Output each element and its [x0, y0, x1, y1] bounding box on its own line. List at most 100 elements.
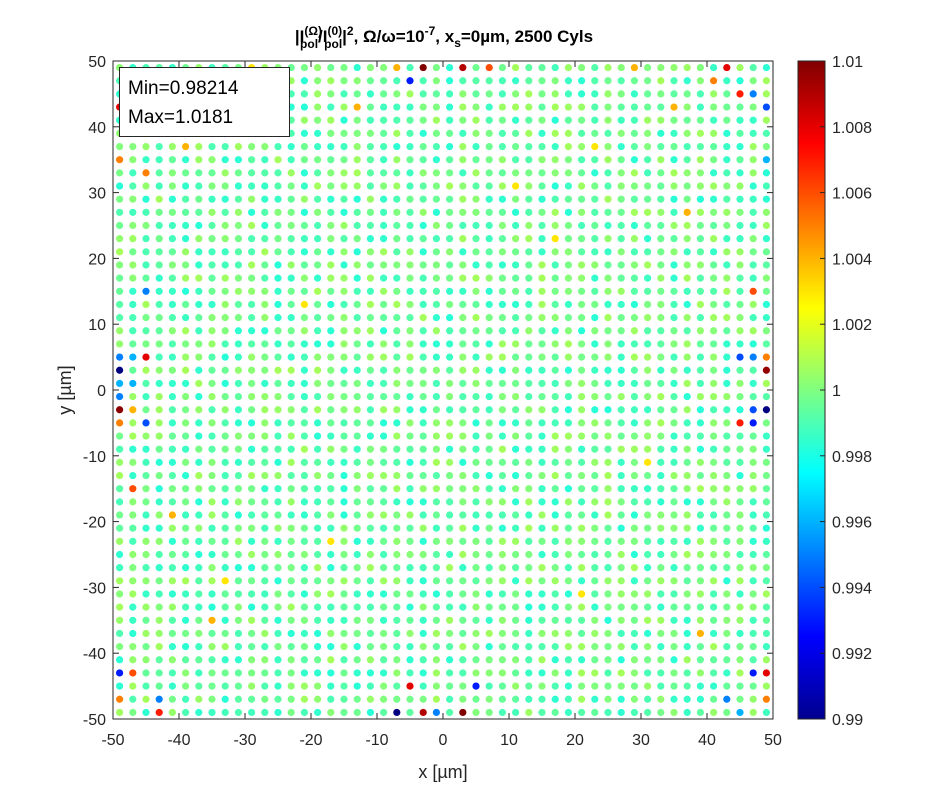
- data-point: [261, 708, 269, 717]
- data-point: [630, 695, 639, 703]
- data-point: [287, 458, 295, 466]
- data-point: [182, 471, 190, 480]
- colorbar-tick-label: 0.996: [832, 515, 872, 532]
- data-point: [168, 643, 176, 651]
- data-point: [670, 314, 678, 322]
- data-point: [142, 156, 150, 164]
- data-point: [736, 300, 744, 309]
- data-point: [380, 116, 388, 124]
- data-point: [129, 616, 137, 624]
- data-point: [393, 537, 401, 545]
- data-point: [762, 406, 771, 414]
- data-point: [644, 537, 652, 545]
- data-point: [762, 590, 771, 598]
- data-point: [195, 274, 203, 282]
- data-point: [525, 392, 533, 401]
- data-point: [459, 485, 467, 493]
- data-point: [617, 129, 625, 137]
- data-point: [248, 524, 256, 532]
- data-point: [578, 314, 586, 322]
- data-point: [340, 537, 348, 545]
- data-point: [380, 524, 388, 532]
- data-point: [644, 63, 652, 72]
- data-point: [551, 695, 559, 703]
- data-point: [564, 142, 573, 151]
- data-point: [723, 379, 731, 388]
- data-point: [498, 142, 506, 151]
- data-point: [657, 392, 665, 401]
- data-point: [419, 550, 427, 559]
- data-point: [142, 629, 150, 638]
- data-point: [683, 485, 691, 493]
- data-point: [432, 471, 440, 480]
- data-point: [327, 63, 335, 72]
- data-point: [446, 287, 454, 295]
- data-point: [511, 327, 520, 335]
- data-point: [604, 77, 612, 85]
- data-point: [432, 195, 440, 203]
- data-point: [182, 340, 190, 348]
- data-point: [485, 577, 493, 585]
- data-point: [564, 379, 573, 388]
- data-point: [393, 643, 401, 651]
- data-point: [630, 471, 639, 480]
- data-point: [538, 182, 546, 190]
- data-point: [406, 616, 414, 624]
- data-point: [155, 274, 163, 282]
- data-point: [578, 103, 586, 111]
- data-point: [366, 195, 374, 203]
- data-point: [538, 261, 546, 269]
- data-point: [168, 261, 176, 269]
- data-point: [710, 564, 718, 572]
- data-point: [419, 274, 427, 282]
- data-point: [274, 314, 282, 322]
- data-point: [644, 471, 652, 480]
- data-point: [538, 564, 546, 572]
- data-point: [538, 90, 546, 98]
- data-point: [168, 379, 176, 388]
- data-point: [644, 406, 652, 414]
- data-point: [195, 511, 203, 519]
- y-tick-label: 40: [88, 120, 106, 137]
- data-point: [419, 564, 427, 572]
- data-point: [525, 274, 533, 282]
- data-point: [142, 445, 150, 453]
- data-point: [670, 695, 678, 703]
- data-point: [551, 643, 559, 651]
- data-point: [380, 406, 388, 414]
- data-point: [340, 221, 348, 230]
- data-point: [604, 287, 612, 295]
- data-point: [380, 590, 388, 598]
- data-point: [327, 300, 335, 309]
- data-point: [511, 314, 520, 322]
- data-point: [591, 77, 599, 85]
- data-point: [670, 379, 678, 388]
- data-point: [446, 708, 454, 717]
- data-point: [446, 300, 454, 309]
- data-point: [314, 129, 322, 137]
- data-point: [525, 643, 533, 651]
- data-point: [314, 142, 322, 151]
- data-point: [432, 156, 440, 164]
- data-point: [604, 656, 612, 664]
- data-point: [314, 63, 322, 72]
- data-point: [248, 577, 256, 585]
- data-point: [234, 656, 242, 664]
- data-point: [670, 669, 678, 677]
- data-point: [762, 274, 771, 282]
- data-point: [710, 419, 718, 427]
- data-point: [683, 248, 691, 256]
- data-point: [195, 471, 203, 480]
- data-point: [644, 261, 652, 269]
- data-point: [564, 156, 573, 164]
- data-point: [511, 485, 520, 493]
- data-point: [762, 129, 771, 137]
- data-point: [657, 90, 665, 98]
- data-point: [208, 629, 216, 638]
- data-point: [234, 643, 242, 651]
- data-point: [380, 485, 388, 493]
- data-point: [195, 366, 203, 374]
- data-point: [511, 77, 520, 85]
- data-point: [446, 208, 454, 216]
- data-point: [274, 537, 282, 545]
